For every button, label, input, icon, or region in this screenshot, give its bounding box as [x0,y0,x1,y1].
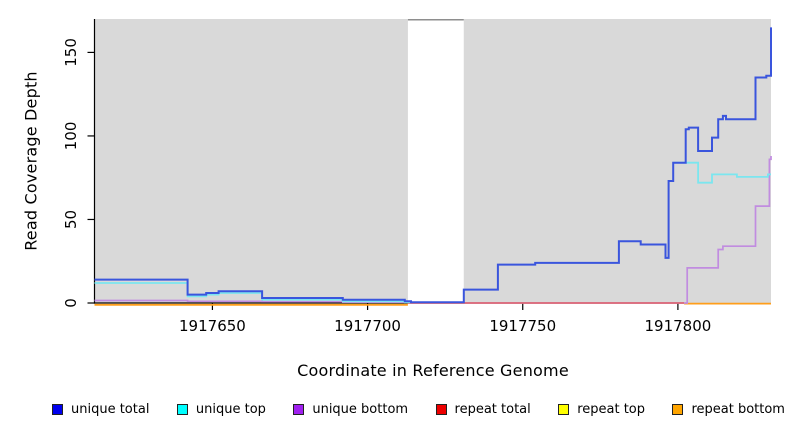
series-unique-total [94,27,772,304]
legend-label-unique-top: unique top [195,401,266,417]
series-unique-bottom [684,156,772,304]
legend: unique total unique top unique bottom repea… [52,400,785,418]
legend-item-repeat-bottom: repeat bottom [672,402,785,417]
legend-label-unique-bottom: unique bottom [312,401,409,417]
x-tick-label: 1917650 [179,317,246,335]
x-tick-label: 1917700 [334,317,401,335]
legend-item-repeat-total: repeat total [435,401,531,417]
legend-label-repeat-top: repeat top [577,401,645,417]
legend-swatch-unique-top [176,403,188,415]
legend-item-unique-bottom: unique bottom [293,402,408,417]
legend-swatch-repeat-bottom [672,403,684,415]
legend-item-unique-top: unique top [176,401,266,417]
no-data-band [407,19,464,303]
y-tick-label: 150 [62,38,80,67]
x-tick-label: 1917800 [644,317,711,335]
legend-swatch-unique-total [52,403,63,415]
legend-item-unique-total: unique total [52,402,149,417]
legend-label-unique-total: unique total [71,401,150,417]
y-tick-label: 0 [62,298,80,308]
x-tick-label: 1917750 [489,317,556,335]
legend-item-repeat-top: repeat top [558,402,645,417]
y-tick-label: 50 [62,210,80,229]
legend-swatch-unique-bottom [293,403,305,415]
legend-swatch-repeat-total [435,403,447,415]
legend-label-repeat-bottom: repeat bottom [691,401,785,417]
series-unique-top [94,282,411,304]
y-axis-title: Read Coverage Depth [21,71,41,251]
y-tick-label: 100 [62,122,80,151]
series-unique-top [673,161,771,184]
legend-swatch-repeat-top [558,403,570,415]
legend-label-repeat-total: repeat total [454,401,531,417]
x-axis-title: Coordinate in Reference Genome [297,361,569,380]
